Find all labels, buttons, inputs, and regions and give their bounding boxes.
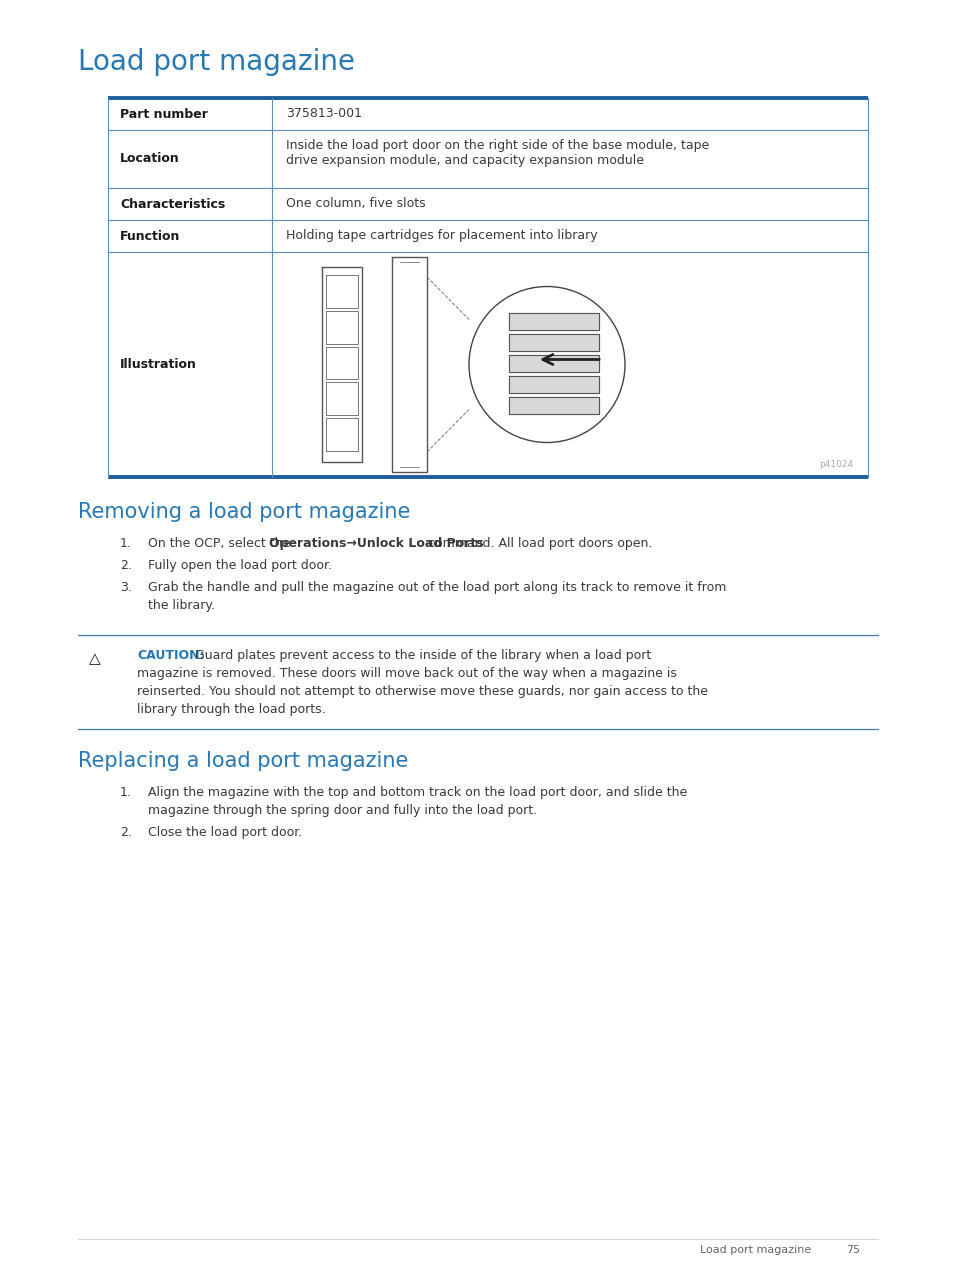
Text: 375813-001: 375813-001 — [286, 107, 361, 119]
Text: One column, five slots: One column, five slots — [286, 197, 425, 210]
Text: library through the load ports.: library through the load ports. — [137, 703, 325, 716]
Text: Characteristics: Characteristics — [120, 197, 225, 211]
Text: CAUTION:: CAUTION: — [137, 649, 204, 662]
Text: △: △ — [89, 651, 101, 666]
Text: Inside the load port door on the right side of the base module, tape
drive expan: Inside the load port door on the right s… — [286, 139, 708, 167]
Text: 3.: 3. — [120, 581, 132, 594]
Text: Removing a load port magazine: Removing a load port magazine — [78, 502, 410, 522]
Text: command. All load port doors open.: command. All load port doors open. — [424, 538, 652, 550]
Text: Load port magazine: Load port magazine — [78, 48, 355, 76]
Text: reinserted. You should not attempt to otherwise move these guards, nor gain acce: reinserted. You should not attempt to ot… — [137, 685, 707, 698]
Text: Align the magazine with the top and bottom track on the load port door, and slid: Align the magazine with the top and bott… — [148, 785, 686, 799]
Text: Holding tape cartridges for placement into library: Holding tape cartridges for placement in… — [286, 229, 597, 241]
Text: p41024: p41024 — [818, 460, 852, 469]
Text: Function: Function — [120, 230, 180, 243]
Text: magazine is removed. These doors will move back out of the way when a magazine i: magazine is removed. These doors will mo… — [137, 667, 677, 680]
Text: 1.: 1. — [120, 538, 132, 550]
Text: 2.: 2. — [120, 559, 132, 572]
Text: 1.: 1. — [120, 785, 132, 799]
Text: magazine through the spring door and fully into the load port.: magazine through the spring door and ful… — [148, 805, 537, 817]
Text: On the OCP, select the: On the OCP, select the — [148, 538, 294, 550]
Text: 2.: 2. — [120, 826, 132, 839]
Text: Replacing a load port magazine: Replacing a load port magazine — [78, 751, 408, 771]
Text: Illustration: Illustration — [120, 358, 196, 371]
Text: Fully open the load port door.: Fully open the load port door. — [148, 559, 332, 572]
Text: Location: Location — [120, 153, 179, 165]
Text: 75: 75 — [845, 1246, 859, 1254]
Text: Grab the handle and pull the magazine out of the load port along its track to re: Grab the handle and pull the magazine ou… — [148, 581, 725, 594]
Text: Operations→Unlock Load Ports: Operations→Unlock Load Ports — [269, 538, 483, 550]
Text: the library.: the library. — [148, 599, 214, 613]
Text: Close the load port door.: Close the load port door. — [148, 826, 302, 839]
Text: Part number: Part number — [120, 108, 208, 121]
Text: Load port magazine: Load port magazine — [700, 1246, 810, 1254]
Text: Guard plates prevent access to the inside of the library when a load port: Guard plates prevent access to the insid… — [194, 649, 651, 662]
